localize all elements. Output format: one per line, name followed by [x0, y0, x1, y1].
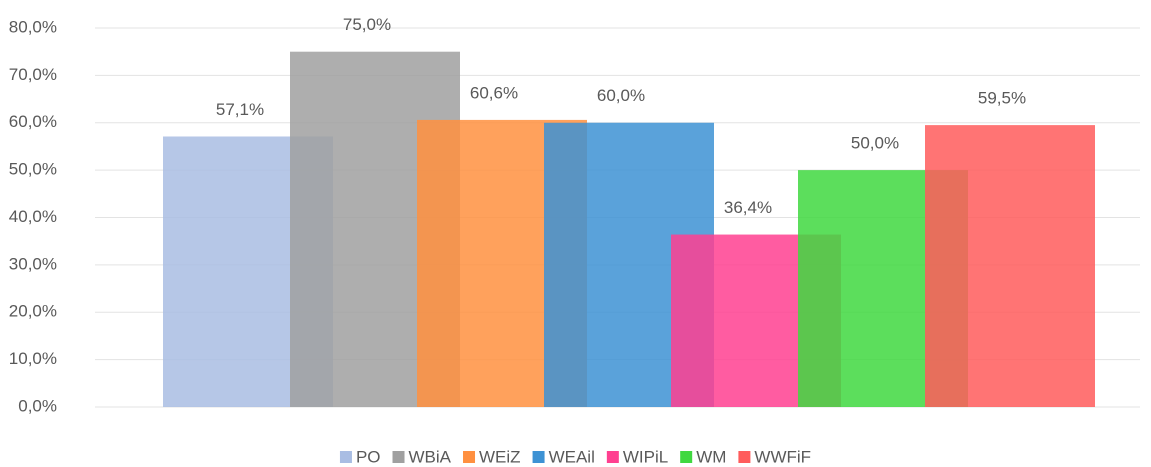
legend-swatch — [463, 451, 476, 463]
y-tick-label: 20,0% — [9, 302, 57, 321]
legend-label: WM — [696, 447, 726, 466]
data-label: 60,6% — [470, 83, 518, 102]
y-tick-label: 70,0% — [9, 65, 57, 84]
y-tick-label: 40,0% — [9, 207, 57, 226]
data-label: 36,4% — [724, 198, 772, 217]
legend-swatch — [532, 451, 545, 463]
data-label: 60,0% — [597, 86, 645, 105]
legend-label: WWFiF — [754, 447, 811, 466]
data-label: 57,1% — [216, 100, 264, 119]
legend-swatch — [392, 451, 405, 463]
legend-label: WBiA — [409, 447, 452, 466]
legend-swatch — [738, 451, 751, 463]
data-label: 59,5% — [978, 89, 1026, 108]
legend-swatch — [606, 451, 619, 463]
legend-label: WIPiL — [623, 447, 668, 466]
y-tick-label: 80,0% — [9, 17, 57, 36]
y-tick-label: 0,0% — [18, 396, 57, 415]
legend-swatch — [339, 451, 352, 463]
y-tick-label: 60,0% — [9, 112, 57, 131]
legend-label: WEAil — [549, 447, 595, 466]
legend-swatch — [680, 451, 693, 463]
legend-label: WEiZ — [479, 447, 521, 466]
legend-label: PO — [356, 447, 381, 466]
y-tick-label: 30,0% — [9, 254, 57, 273]
data-label: 50,0% — [851, 134, 899, 153]
y-tick-label: 50,0% — [9, 160, 57, 179]
data-label: 75,0% — [343, 15, 391, 34]
y-tick-label: 10,0% — [9, 349, 57, 368]
bar — [925, 125, 1095, 408]
